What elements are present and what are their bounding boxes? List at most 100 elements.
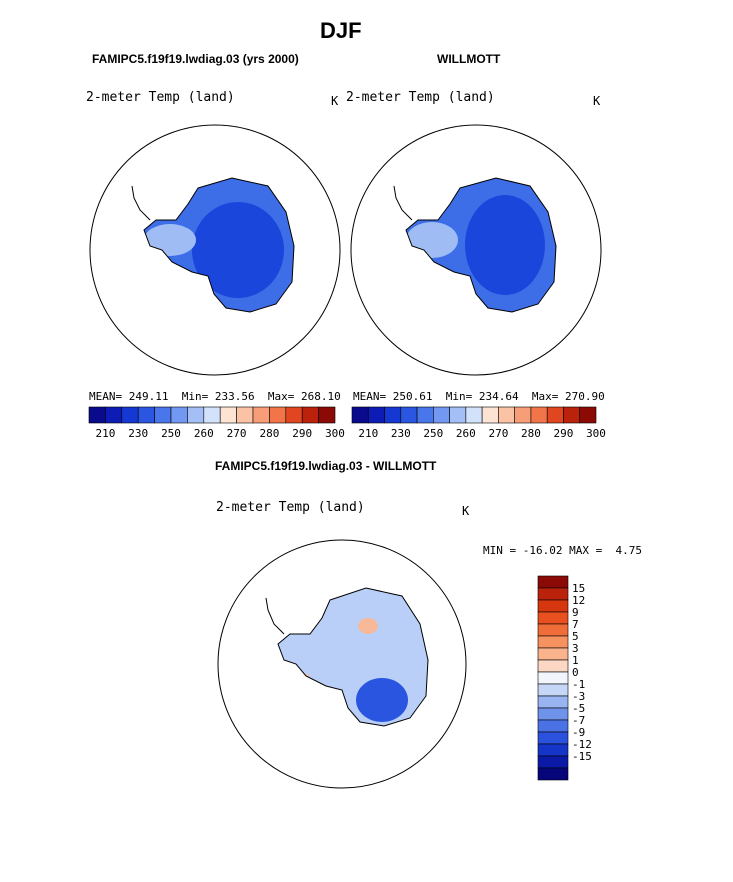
obs-colorbar-swatch [514, 406, 532, 424]
obs-colorbar-tick-label: 260 [456, 427, 476, 440]
diff-colorbar-swatch [537, 683, 569, 697]
model-colorbar-swatch [252, 406, 270, 424]
obs-colorbar-tick-label: 290 [554, 427, 574, 440]
model-colorbar-tick-label: 210 [95, 427, 115, 440]
obs-min-label: Min= [445, 390, 473, 403]
diff-panel-title: FAMIPC5.f19f19.lwdiag.03 - WILLMOTT [215, 459, 437, 473]
obs-panel-title: WILLMOTT [437, 52, 501, 66]
obs-max-value: 270.90 [565, 390, 605, 403]
diff-colorbar-tick-label: -9 [572, 726, 585, 739]
model-colorbar-swatch [219, 406, 237, 424]
model-colorbar-tick-label: 300 [325, 427, 345, 440]
season-title: DJF [320, 18, 362, 43]
diff-colorbar-swatch [537, 707, 569, 721]
diff-colorbar-tick-label: 12 [572, 594, 585, 607]
model-colorbar-swatch [88, 406, 106, 424]
obs-variable-label: 2-meter Temp (land) [346, 90, 495, 105]
obs-stats: MEAN= 250.61 Min= 234.64 Max= 270.90 [353, 390, 605, 403]
model-colorbar-swatch [105, 406, 123, 424]
diff-colorbar-tick-label: 1 [572, 654, 579, 667]
model-map [89, 124, 341, 376]
model-colorbar-swatch [236, 406, 254, 424]
diff-min-value: -16.02 [522, 544, 563, 557]
diff-colorbar-tick-label: 7 [572, 618, 579, 631]
obs-colorbar-swatch [416, 406, 434, 424]
diff-colorbar-tick-label: -7 [572, 714, 585, 727]
model-colorbar-swatch [137, 406, 155, 424]
obs-colorbar-tick-label: 250 [423, 427, 443, 440]
diff-colorbar-tick-label: 0 [572, 666, 579, 679]
diff-stats: MIN = -16.02 MAX = 4.75 [483, 544, 642, 557]
model-colorbar-tick-label: 260 [194, 427, 214, 440]
diff-max-label: MAX = [569, 544, 603, 557]
obs-colorbar-swatch [400, 406, 418, 424]
diff-colorbar-swatch [537, 767, 569, 781]
model-max-label: Max= [267, 390, 295, 403]
model-mean-label: MEAN= [89, 390, 123, 403]
diff-colorbar-swatch [537, 755, 569, 769]
diff-units-label: K [462, 504, 470, 518]
model-colorbar: 210 230 250 260 270 280 290 300 [88, 406, 345, 440]
diff-colorbar-swatch [537, 647, 569, 661]
diff-colorbar-swatch [537, 743, 569, 757]
model-stats: MEAN= 249.11 Min= 233.56 Max= 268.10 [89, 390, 341, 403]
diff-colorbar-swatch [537, 575, 569, 589]
diff-colorbar-swatch [537, 695, 569, 709]
diff-colorbar-tick-label: -1 [572, 678, 585, 691]
model-units-label: K [331, 94, 339, 108]
obs-min-value: 234.64 [478, 390, 519, 403]
model-peninsula [131, 185, 151, 221]
obs-colorbar-swatch [579, 406, 597, 424]
obs-colorbar-tick-label: 300 [586, 427, 606, 440]
obs-colorbar: 210 230 250 260 270 280 290 300 [351, 406, 606, 440]
diff-colorbar-swatch [537, 719, 569, 733]
obs-mean-value: 250.61 [392, 390, 433, 403]
model-colorbar-tick-label: 270 [227, 427, 247, 440]
obs-field-core [465, 195, 545, 295]
model-panel-title: FAMIPC5.f19f19.lwdiag.03 (yrs 2000) [92, 52, 299, 66]
model-max-value: 268.10 [301, 390, 341, 403]
model-colorbar-tick-label: 230 [128, 427, 148, 440]
diff-colorbar-tick-label: -15 [572, 750, 592, 763]
obs-colorbar-swatch [546, 406, 564, 424]
obs-colorbar-tick-label: 280 [521, 427, 541, 440]
diff-field-warm-1 [358, 618, 378, 634]
diff-field-cold [356, 678, 408, 722]
model-colorbar-tick-label: 250 [161, 427, 181, 440]
obs-colorbar-swatch [449, 406, 467, 424]
obs-peninsula [393, 185, 413, 221]
model-colorbar-swatch [187, 406, 205, 424]
obs-colorbar-swatch [481, 406, 499, 424]
model-colorbar-swatch [318, 406, 336, 424]
diff-colorbar-tick-label: -5 [572, 702, 585, 715]
model-colorbar-swatch [203, 406, 221, 424]
diff-colorbar-swatch [537, 599, 569, 613]
diff-variable-label: 2-meter Temp (land) [216, 500, 365, 515]
diff-colorbar-swatch [537, 671, 569, 685]
diff-colorbar-tick-label: 9 [572, 606, 579, 619]
obs-colorbar-tick-label: 270 [488, 427, 508, 440]
diff-colorbar-swatch [537, 623, 569, 637]
model-colorbar-swatch [301, 406, 319, 424]
diff-colorbar-tick-label: 15 [572, 582, 585, 595]
diff-min-label: MIN = [483, 544, 517, 557]
model-colorbar-swatch [285, 406, 303, 424]
model-min-value: 233.56 [214, 390, 255, 403]
diff-colorbar-tick-label: -3 [572, 690, 585, 703]
obs-mean-label: MEAN= [353, 390, 387, 403]
model-colorbar-swatch [154, 406, 172, 424]
diff-colorbar-tick-label: -12 [572, 738, 592, 751]
obs-max-label: Max= [531, 390, 559, 403]
diff-map [217, 539, 467, 789]
obs-coastline [405, 177, 557, 313]
diff-max-value: 4.75 [615, 544, 643, 557]
diff-colorbar-tick-label: 3 [572, 642, 579, 655]
model-colorbar-tick-label: 290 [292, 427, 312, 440]
diff-coastline [277, 587, 429, 727]
diff-colorbar-swatch [537, 635, 569, 649]
diff-peninsula [265, 597, 285, 635]
diff-colorbar-swatch [537, 611, 569, 625]
model-colorbar-swatch [121, 406, 139, 424]
